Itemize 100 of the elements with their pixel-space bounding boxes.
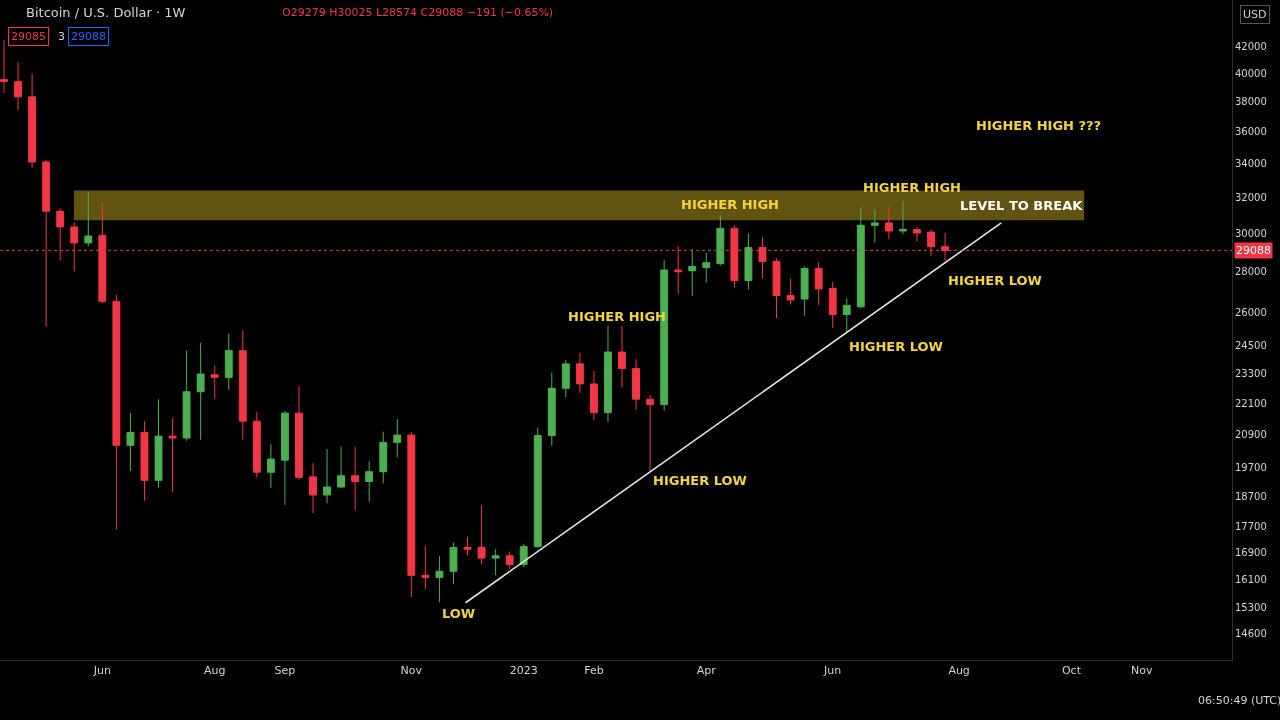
candlestick: [154, 398, 163, 489]
candlestick: [337, 446, 346, 489]
candlestick: [491, 548, 500, 576]
annotation: LOW: [442, 606, 476, 621]
candlestick: [14, 61, 22, 111]
y-tick-label: 28000: [1235, 266, 1267, 278]
y-tick-label: 38000: [1235, 96, 1267, 108]
candlestick: [196, 342, 205, 441]
x-tick-label: Aug: [948, 664, 970, 678]
candlestick: [786, 277, 795, 306]
candlestick: [688, 248, 697, 297]
y-tick-label: 40000: [1235, 67, 1267, 79]
x-tick-label: 2023: [509, 664, 538, 678]
x-tick-label: Sep: [274, 664, 296, 678]
candlestick: [309, 462, 317, 514]
chart-title: Bitcoin / U.S. Dollar · 1W: [26, 5, 186, 20]
candlestick: [295, 385, 303, 480]
candlestick: [646, 394, 655, 473]
x-tick-label: Apr: [696, 664, 717, 678]
x-tick-label: Aug: [203, 664, 226, 678]
band-label: LEVEL TO BREAK: [960, 198, 1084, 213]
candlestick: [112, 294, 121, 531]
candlestick: [323, 448, 331, 504]
x-tick-label: Nov: [1130, 664, 1153, 678]
y-tick-label: 16900: [1235, 546, 1267, 558]
candlestick: [898, 200, 907, 235]
candlestick: [463, 536, 472, 556]
candlestick: [505, 550, 514, 570]
annotation: HIGHER LOW: [653, 473, 747, 488]
candlestick: [210, 365, 219, 400]
text: 06:50:49 (UTC): [1198, 694, 1280, 707]
annotation: HIGHER HIGH ???: [976, 118, 1102, 133]
candlestick: [379, 431, 388, 484]
candlestick: [533, 427, 542, 549]
candlestick: [744, 233, 753, 291]
y-tick-label: 32000: [1235, 191, 1267, 203]
candlestick: [716, 214, 725, 267]
candlestick: [632, 358, 641, 411]
annotation: 3: [58, 30, 65, 43]
annotation: HIGHER LOW: [849, 339, 943, 354]
x-tick-label: Jun: [92, 664, 111, 678]
candlestick: [575, 352, 584, 394]
candlestick: [168, 417, 177, 493]
x-tick-label: Oct: [1061, 664, 1082, 678]
candlestick: [393, 418, 402, 458]
annotation: 29088: [71, 30, 106, 43]
y-tick-label: 15300: [1235, 602, 1267, 614]
candlestick: [266, 443, 275, 489]
candlestick: [407, 431, 416, 598]
y-tick-label: 22100: [1235, 397, 1267, 409]
candlestick: [182, 350, 191, 442]
candlestick: [28, 73, 37, 169]
candlestick: [814, 261, 823, 306]
annotation: HIGHER HIGH: [681, 197, 779, 212]
candlestick: [800, 265, 809, 317]
y-tick-label: 20900: [1235, 428, 1267, 440]
candlestick: [618, 325, 626, 388]
y-tick-label: 14600: [1235, 628, 1267, 640]
candlestick: [351, 446, 360, 511]
text: O29279 H30025 L28574 C29088 −191 (−0.65%): [282, 6, 554, 19]
annotation: 29085: [11, 30, 46, 43]
candlestick: [84, 191, 93, 247]
candlestick: [224, 333, 233, 391]
y-tick-label: 18700: [1235, 490, 1267, 502]
candlestick: [604, 325, 612, 423]
annotation: HIGHER LOW: [948, 273, 1042, 288]
candlestick: [913, 226, 921, 243]
text: USD: [1243, 8, 1267, 21]
y-tick-label: 23300: [1235, 368, 1267, 380]
y-tick-label: 30000: [1235, 227, 1267, 239]
candlestick: [519, 543, 528, 568]
candlestick: [884, 205, 893, 240]
y-tick-label: 19700: [1235, 461, 1267, 473]
candlestick: [477, 504, 486, 565]
candlestick: [0, 39, 8, 94]
candlestick: [561, 359, 570, 398]
ref-line-label: 29088: [1236, 244, 1271, 257]
candlestick: [126, 412, 135, 472]
candlestick: [702, 252, 711, 284]
candlestick: [547, 372, 556, 447]
candlestick: [828, 281, 837, 329]
y-tick-label: 26000: [1235, 307, 1267, 319]
candlestick: [589, 370, 598, 421]
x-tick-label: Nov: [400, 664, 423, 678]
candlestick: [280, 410, 289, 506]
y-tick-label: 17700: [1235, 521, 1267, 533]
y-tick-label: 36000: [1235, 126, 1267, 138]
y-tick-label: 16100: [1235, 573, 1267, 585]
candlestick: [140, 420, 149, 502]
candlestick: [870, 209, 879, 244]
candlestick: [449, 541, 458, 585]
candlestick: [238, 330, 247, 441]
annotation: HIGHER HIGH: [863, 180, 961, 195]
candlestick: [435, 555, 444, 603]
x-tick-label: Jun: [823, 664, 842, 678]
candlestick: [772, 257, 781, 319]
y-tick-label: 34000: [1235, 158, 1267, 170]
candlestick: [365, 461, 374, 503]
y-tick-label: 24500: [1235, 340, 1267, 352]
candlestick: [252, 411, 261, 478]
